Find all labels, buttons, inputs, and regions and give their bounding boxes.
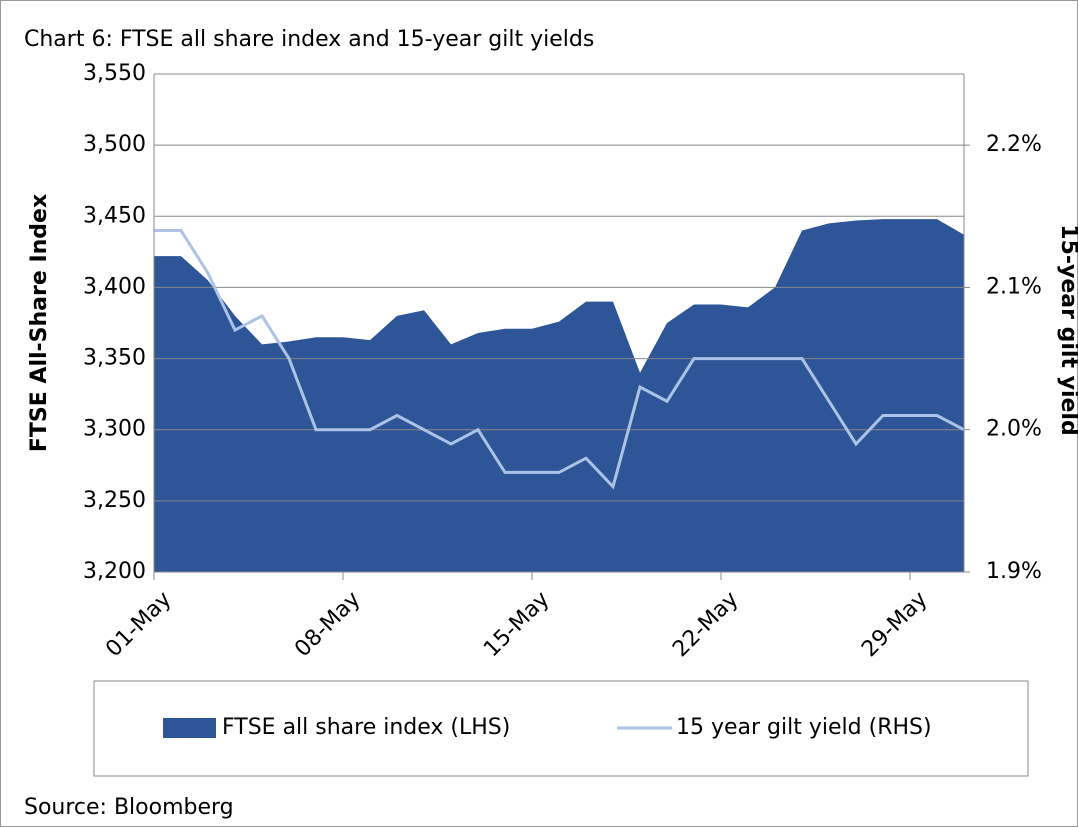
y-tick-label: 3,500: [83, 132, 146, 157]
line: [154, 229, 965, 490]
y2-tick-label: 2.0%: [986, 417, 1042, 442]
legend-label: FTSE all share index (LHS): [222, 715, 510, 740]
y-tick-label: 3,450: [83, 203, 146, 228]
legend-swatch: [163, 718, 216, 738]
y2-axis-label: 15-year gilt yield: [1056, 224, 1078, 435]
y-tick-label: 3,400: [83, 274, 146, 299]
y-axis-label: FTSE All-Share Index: [27, 194, 52, 452]
legend-label: 15 year gilt yield (RHS): [676, 715, 932, 740]
y2-tick-label: 1.9%: [986, 559, 1042, 584]
y-tick-label: 3,300: [83, 417, 146, 442]
source: Source: Bloomberg: [24, 795, 234, 820]
y2-tick-label: 2.2%: [986, 132, 1042, 157]
y-tick-label: 3,200: [83, 559, 146, 584]
y-tick-label: 3,250: [83, 488, 146, 513]
area: [154, 219, 964, 573]
y2-tick-label: 2.1%: [986, 274, 1042, 299]
y-tick-label: 3,350: [83, 346, 146, 371]
chart-title: Chart 6: FTSE all share index and 15-yea…: [24, 27, 594, 52]
y-tick-label: 3,550: [83, 61, 146, 86]
legend: [93, 680, 1029, 777]
